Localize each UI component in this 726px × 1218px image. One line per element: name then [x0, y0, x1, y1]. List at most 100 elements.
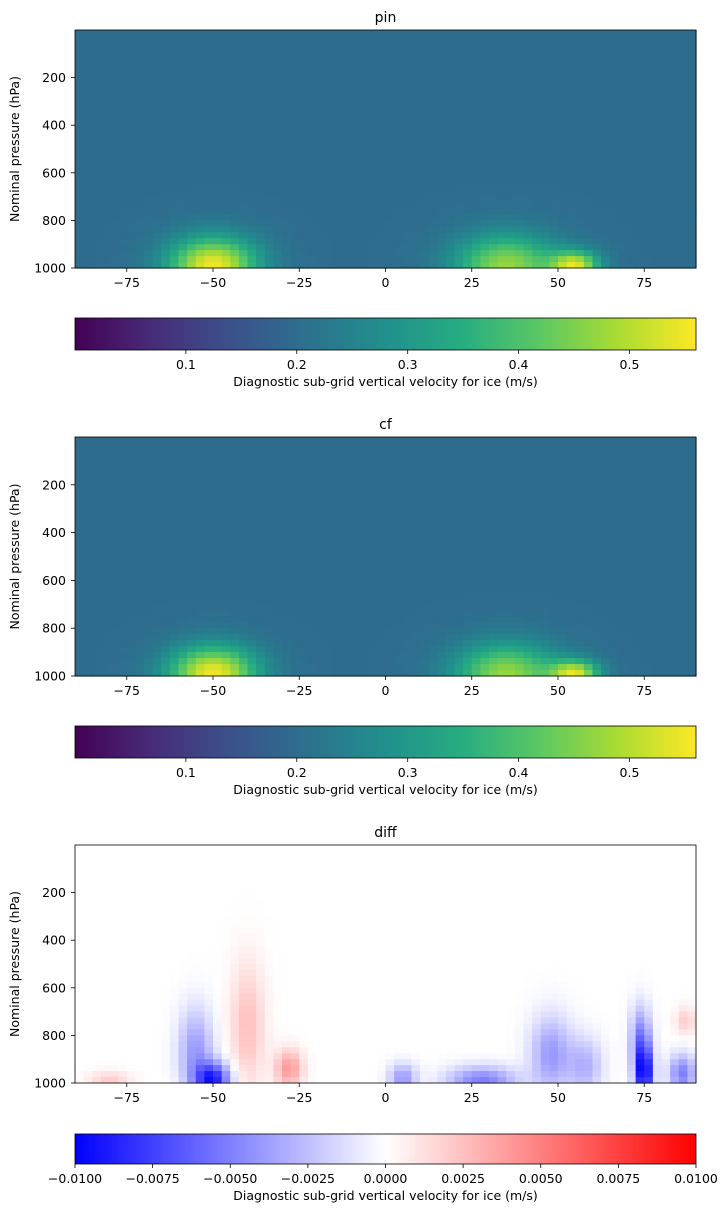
- heatmap-cell: [325, 196, 335, 204]
- heatmap-cell: [549, 544, 559, 552]
- heatmap-cell: [644, 208, 654, 216]
- heatmap-cell: [325, 574, 335, 581]
- heatmap-cell: [549, 514, 559, 522]
- heatmap-cell: [333, 496, 343, 504]
- heatmap-cell: [359, 190, 369, 198]
- heatmap-cell: [342, 580, 352, 587]
- heatmap-cell: [109, 562, 119, 570]
- heatmap-cell: [152, 232, 162, 239]
- heatmap-cell: [497, 107, 507, 114]
- heatmap-cell: [687, 178, 697, 186]
- heatmap-cell: [420, 496, 430, 504]
- heatmap-cell: [126, 526, 136, 534]
- heatmap-cell: [532, 250, 542, 257]
- heatmap-cell: [92, 137, 102, 144]
- heatmap-cell: [575, 472, 585, 480]
- heatmap-cell: [687, 208, 697, 216]
- heatmap-cell: [420, 178, 430, 186]
- heatmap-cell: [661, 208, 671, 216]
- heatmap-cell: [307, 526, 318, 534]
- heatmap-cell: [540, 580, 550, 587]
- heatmap-cell: [290, 53, 300, 61]
- heatmap-cell: [601, 484, 611, 492]
- heatmap-cell: [463, 520, 473, 528]
- heatmap-cell: [307, 574, 318, 581]
- heatmap-cell: [368, 59, 378, 67]
- heatmap-cell: [428, 202, 438, 210]
- heatmap-cell: [333, 143, 343, 150]
- heatmap-cell: [195, 598, 205, 605]
- heatmap-cell: [454, 47, 464, 55]
- heatmap-cell: [670, 598, 680, 605]
- heatmap-cell: [282, 77, 292, 85]
- heatmap-cell: [445, 526, 456, 534]
- heatmap-cell: [195, 226, 205, 233]
- heatmap-cell: [514, 190, 525, 198]
- heatmap-cell: [178, 466, 188, 474]
- heatmap-cell: [169, 250, 180, 257]
- heatmap-cell: [230, 502, 240, 510]
- heatmap-cell: [678, 131, 688, 138]
- heatmap-cell: [661, 256, 671, 263]
- heatmap-cell: [540, 208, 550, 216]
- heatmap-cell: [506, 496, 516, 504]
- heatmap-cell: [549, 592, 559, 599]
- heatmap-cell: [532, 496, 542, 504]
- heatmap-cell: [635, 160, 645, 168]
- heatmap-cell: [558, 184, 568, 192]
- heatmap-cell: [687, 478, 697, 486]
- heatmap-cell: [75, 592, 85, 599]
- heatmap-cell: [540, 526, 550, 534]
- heatmap-cell: [652, 496, 663, 504]
- heatmap-cell: [454, 544, 464, 552]
- heatmap-cell: [678, 520, 688, 528]
- heatmap-cell: [342, 508, 352, 516]
- heatmap-cell: [333, 262, 343, 269]
- heatmap-cell: [169, 41, 180, 49]
- heatmap-cell: [135, 556, 145, 564]
- heatmap-cell: [592, 143, 602, 150]
- heatmap-cell: [299, 490, 309, 498]
- heatmap-cell: [325, 238, 335, 245]
- heatmap-cell: [316, 125, 326, 132]
- heatmap-cell: [273, 568, 283, 576]
- heatmap-cell: [678, 466, 688, 474]
- heatmap-cell: [592, 472, 602, 480]
- heatmap-cell: [523, 496, 533, 504]
- heatmap-cell: [514, 35, 525, 43]
- heatmap-cell: [178, 484, 188, 492]
- heatmap-cell: [583, 437, 594, 444]
- heatmap-cell: [92, 107, 102, 114]
- heatmap-cell: [670, 238, 680, 245]
- heatmap-cell: [549, 53, 559, 61]
- heatmap-cell: [204, 107, 214, 114]
- heatmap-cell: [238, 196, 249, 204]
- heatmap-cell: [325, 437, 335, 444]
- heatmap-cell: [575, 598, 585, 605]
- heatmap-cell: [670, 35, 680, 43]
- heatmap-cell: [282, 226, 292, 233]
- heatmap-cell: [506, 83, 516, 91]
- heatmap-cell: [661, 568, 671, 576]
- heatmap-cell: [144, 220, 154, 227]
- heatmap-cell: [385, 190, 395, 198]
- heatmap-cell: [161, 496, 171, 504]
- heatmap-cell: [558, 41, 568, 49]
- heatmap-cell: [256, 119, 266, 126]
- heatmap-cell: [83, 437, 93, 444]
- heatmap-cell: [627, 131, 637, 138]
- heatmap-cell: [83, 232, 93, 239]
- heatmap-cell: [100, 592, 111, 599]
- heatmap-cell: [445, 184, 456, 192]
- heatmap-cell: [187, 83, 197, 91]
- heatmap-cell: [601, 83, 611, 91]
- heatmap-cell: [411, 592, 421, 599]
- heatmap-cell: [635, 586, 645, 593]
- heatmap-cell: [635, 598, 645, 605]
- heatmap-cell: [394, 460, 404, 468]
- heatmap-cell: [402, 568, 412, 576]
- heatmap-cell: [135, 437, 145, 444]
- heatmap-cell: [316, 238, 326, 245]
- heatmap-cell: [394, 113, 404, 120]
- heatmap-cell: [299, 95, 309, 102]
